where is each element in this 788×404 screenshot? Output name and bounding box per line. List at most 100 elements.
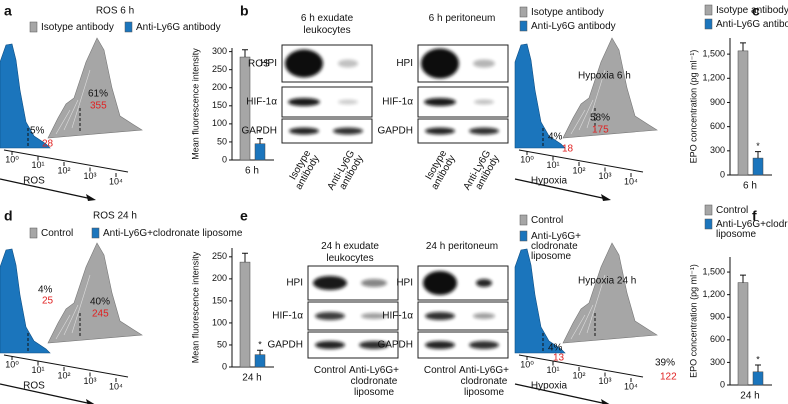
gate-mfi: 175: [592, 125, 609, 136]
x-tick-label: 10⁰: [520, 154, 534, 164]
x-tick-label: 10¹: [31, 160, 44, 170]
panel-label: c: [752, 3, 760, 19]
y-tick-label: 250: [212, 251, 227, 261]
y-tick-label: 1,500: [702, 48, 725, 58]
blot-lane-label: Anti-Ly6G+ clodronate liposome: [459, 365, 509, 398]
legend-label: Anti-Ly6G antibody: [531, 21, 616, 32]
blot-band: [285, 49, 323, 78]
bar-annotation: ROS: [248, 59, 270, 70]
blot-title: 24 h peritoneum: [426, 241, 498, 252]
blot-band: [333, 127, 363, 135]
legend-swatch: [519, 230, 528, 242]
axis-arrowhead: [601, 399, 610, 404]
blot-band: [469, 341, 499, 349]
blot-band: [474, 99, 494, 105]
histogram-ridge: [47, 37, 143, 139]
axis-arrow: [514, 178, 608, 200]
gate-mfi: 25: [42, 296, 54, 307]
blot-lane-label: Control: [314, 365, 346, 376]
blot-lane-label: Anti-Ly6G+ clodronate liposome: [349, 365, 399, 398]
y-tick-label: 600: [710, 121, 725, 131]
legend-swatch: [704, 18, 713, 30]
x-axis-label: Hypoxia: [531, 381, 568, 392]
y-tick-label: 250: [212, 64, 227, 74]
y-tick-label: 150: [212, 100, 227, 110]
blot-band: [424, 98, 456, 106]
gate-mfi: 28: [42, 139, 54, 150]
panel-title: ROS 24 h: [93, 211, 137, 222]
blot-band: [288, 98, 320, 106]
histogram-ridge: [47, 242, 143, 344]
blot-row-label: HPI: [260, 58, 277, 69]
panel-label: f: [752, 208, 757, 224]
legend-swatch: [519, 6, 528, 18]
x-tick-label: 10²: [572, 370, 585, 380]
x-axis: [3, 354, 129, 378]
y-axis-label: Mean fluorescence intensity: [190, 48, 200, 160]
significance: *: [756, 141, 760, 151]
axis-arrowhead: [601, 194, 611, 201]
y-tick-label: 900: [710, 312, 725, 322]
significance: *: [756, 354, 760, 364]
histogram-ridge: [55, 274, 91, 340]
x-tick-label: 10²: [572, 165, 585, 175]
x-axis-label: ROS: [23, 381, 45, 392]
y-tick-label: 50: [217, 339, 227, 349]
gate-percent: 40%: [90, 297, 110, 308]
x-tick-label: 10¹: [546, 160, 559, 170]
x-tick-label: 6 h: [743, 181, 757, 192]
x-axis: [518, 149, 644, 173]
histogram-ridge: [0, 248, 51, 354]
blot-lane-label: Control: [424, 365, 456, 376]
axis-arrowhead: [86, 194, 96, 201]
blot-band: [425, 312, 455, 320]
gate-mfi: 122: [660, 372, 677, 383]
gate-percent: 4%: [38, 285, 53, 296]
bar: [254, 354, 266, 368]
gate-mfi: 13: [553, 353, 565, 364]
blot-band: [469, 127, 499, 135]
legend-swatch: [519, 20, 528, 32]
legend-label: Anti-Ly6G antibody: [136, 22, 221, 33]
blot-band: [425, 127, 455, 135]
blot-row-label: HIF-1α: [272, 311, 303, 322]
blot-title: 6 h exudate leukocytes: [301, 13, 354, 36]
histogram: 10⁰ 10¹ 10² 10³ 10⁴ Hypoxia Hypoxia 6 h 4% 58% 18…: [514, 37, 658, 201]
x-axis: [518, 354, 644, 378]
axis-arrow: [514, 383, 608, 404]
blot-row-label: GAPDH: [377, 126, 413, 137]
y-tick-label: 150: [212, 295, 227, 305]
y-tick-label: 300: [710, 357, 725, 367]
x-tick-label: 24 h: [740, 391, 759, 402]
x-tick-label: 10¹: [546, 365, 559, 375]
legend-label: Control: [716, 205, 748, 216]
x-tick-label: 10³: [598, 171, 611, 181]
bar: [737, 282, 749, 386]
error-bar: [257, 138, 263, 144]
bar: [752, 371, 764, 386]
bar: [239, 261, 251, 368]
histogram: 10⁰ 10¹ 10² 10³ 10⁴ ROS 5% 61% 28 355: [0, 37, 143, 201]
blot-row-label: GAPDH: [267, 340, 303, 351]
x-tick-label: 10⁴: [624, 381, 638, 391]
blot-row-label: GAPDH: [377, 340, 413, 351]
legend-swatch: [29, 227, 38, 239]
x-tick-label: 10⁴: [109, 381, 123, 391]
panel-label: e: [240, 208, 248, 224]
blot-lane-label: Anti-Ly6Gantibody: [325, 148, 365, 197]
legend-label: Anti-Ly6G antibody: [716, 19, 788, 30]
x-tick-label: 6 h: [245, 166, 259, 177]
histogram-ridge: [55, 69, 91, 135]
blot-lane-label: Anti-Ly6Gantibody: [461, 148, 501, 197]
blot-row-label: HIF-1α: [382, 311, 413, 322]
legend-label: Control: [41, 228, 73, 239]
legend-label: Control: [531, 215, 563, 226]
panel-title: ROS 6 h: [96, 6, 134, 17]
blot-band: [425, 341, 455, 349]
x-tick-label: 10⁰: [5, 359, 19, 369]
blot-band: [421, 48, 459, 79]
histogram-title: Hypoxia 24 h: [578, 276, 636, 287]
legend-swatch: [519, 214, 528, 226]
blot-band: [338, 99, 358, 105]
